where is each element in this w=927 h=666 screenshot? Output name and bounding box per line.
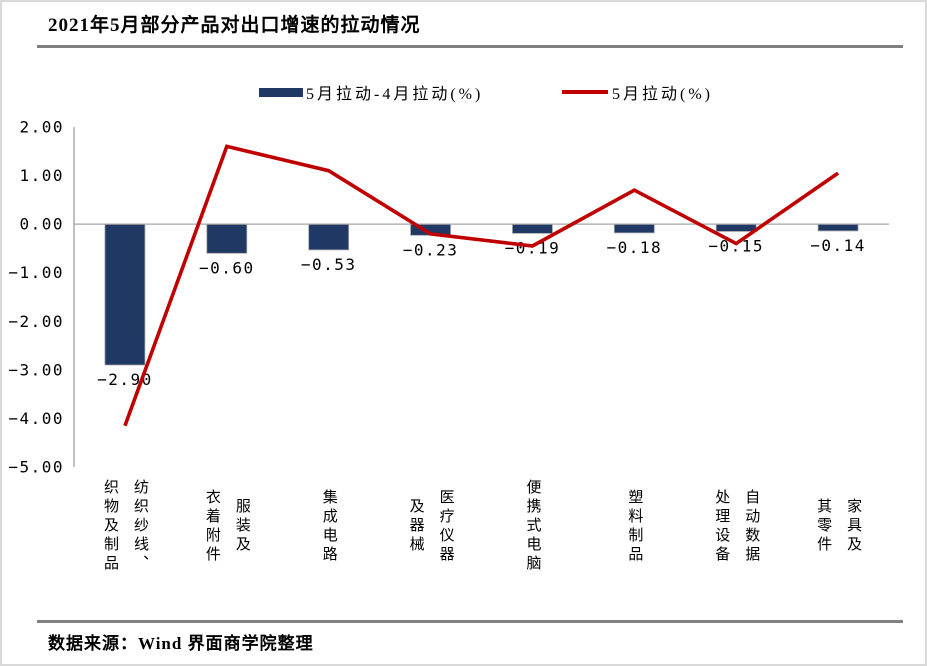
bar-legend-swatch-icon <box>259 87 303 97</box>
legend-item-bar: 5月拉动-4月拉动(%) <box>259 80 483 104</box>
trend-line <box>123 144 840 427</box>
category-label: 医疗仪器 及器械 <box>407 488 454 565</box>
legend-bar-label: 5月拉动-4月拉动(%) <box>306 86 484 103</box>
bar-value-label: −0.14 <box>810 236 866 255</box>
category-label: 家具及 其零件 <box>815 498 862 555</box>
line-legend-swatch-icon <box>562 90 608 94</box>
category-label: 服装及 衣着附件 <box>203 488 250 565</box>
y-axis-tick-label: 2.00 <box>19 118 64 137</box>
bar-value-label: −0.23 <box>403 240 459 259</box>
y-axis-tick-label: −4.00 <box>8 409 64 428</box>
category-label: 集成电路 <box>320 488 337 565</box>
bar-value-label: −2.90 <box>97 370 153 389</box>
source-note: 数据来源：Wind 界面商学院整理 <box>48 634 314 653</box>
title-rule <box>37 45 903 48</box>
bar-value-label: −0.53 <box>301 255 357 274</box>
y-axis-tick-label: −1.00 <box>8 263 64 282</box>
category-label: 塑料制品 <box>626 488 643 565</box>
category-label: 便携式电脑 <box>524 479 541 574</box>
legend-line-label: 5月拉动(%) <box>612 86 713 103</box>
y-axis-tick-label: −2.00 <box>8 312 64 331</box>
y-axis-tick-label: −5.00 <box>8 458 64 477</box>
y-axis-tick-label: 1.00 <box>19 166 64 185</box>
y-axis-tick-label: 0.00 <box>19 215 64 234</box>
bar <box>613 223 655 234</box>
bar-value-label: −0.15 <box>708 236 764 255</box>
y-axis-tick-label: −3.00 <box>8 360 64 379</box>
bar-value-label: −0.60 <box>199 258 255 277</box>
bar <box>104 223 146 366</box>
bar <box>715 223 757 232</box>
category-label: 纺织纱线、 织物及制品 <box>101 479 148 574</box>
chart-title: 2021年5月部分产品对出口增速的拉动情况 <box>48 15 421 36</box>
bar <box>512 223 553 234</box>
bar <box>206 223 248 254</box>
footer-rule <box>37 620 903 623</box>
bar <box>308 223 350 251</box>
bar-value-label: −0.18 <box>606 238 662 257</box>
category-label: 自动数据 处理设备 <box>713 488 760 565</box>
bar-value-label: −0.19 <box>505 238 561 257</box>
bar <box>817 223 859 232</box>
legend-item-line: 5月拉动(%) <box>562 80 713 104</box>
category-axis-labels: 纺织纱线、 织物及制品 服装及 衣着附件 集成电路 医疗仪器 及器械 便携式电脑 塑料制品… <box>2 479 925 574</box>
